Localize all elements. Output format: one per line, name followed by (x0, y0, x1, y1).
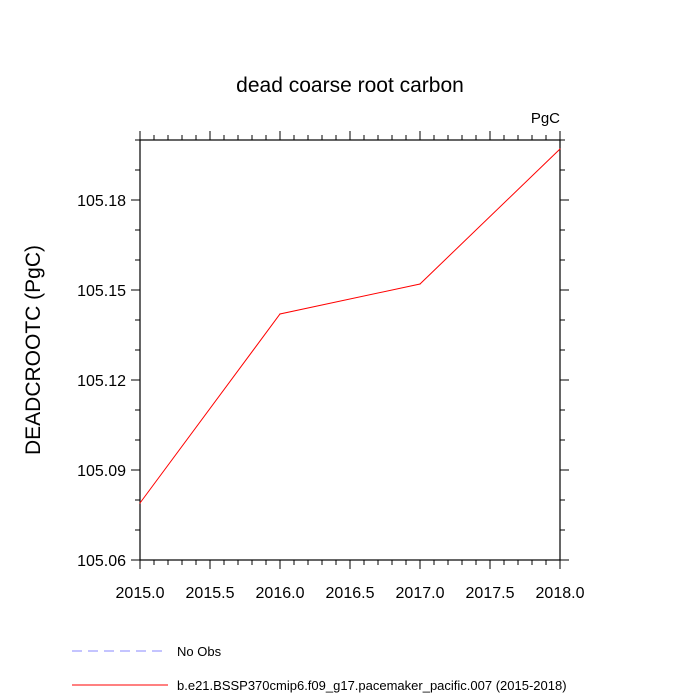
x-tick-label: 2015.0 (116, 585, 165, 602)
x-tick-label: 2015.5 (186, 585, 235, 602)
x-tick-label: 2017.5 (466, 585, 515, 602)
y-tick-label: 105.09 (77, 463, 126, 480)
series-point (419, 283, 421, 285)
x-tick-label: 2016.0 (256, 585, 305, 602)
series-layer (139, 148, 561, 504)
series-point (559, 148, 561, 150)
y-tick-label: 105.06 (77, 553, 126, 570)
series-point (279, 313, 281, 315)
x-tick-label: 2016.5 (326, 585, 375, 602)
chart-title: dead coarse root carbon (236, 74, 464, 97)
x-tick-label: 2017.0 (396, 585, 445, 602)
legend: No Obs b.e21.BSSP370cmip6.f09_g17.pacemak… (72, 644, 567, 693)
plot-frame (139, 139, 561, 561)
y-axis-label: DEADCROOTC (PgC) (22, 245, 45, 455)
x-axis-ticks: 2015.0 2015.5 2016.0 2016.5 2017.0 2017.5 2018… (116, 131, 585, 602)
units-label: PgC (531, 110, 560, 127)
legend-label: b.e21.BSSP370cmip6.f09_g17.pacemaker_pac… (177, 678, 567, 693)
y-tick-label: 105.12 (77, 373, 126, 390)
series-line (139, 148, 561, 504)
series-point (139, 502, 141, 504)
y-axis-ticks: 105.06 105.09 105.12 105.15 105.18 (77, 139, 569, 570)
legend-label: No Obs (177, 644, 222, 659)
y-tick-label: 105.15 (77, 283, 126, 300)
x-tick-label: 2018.0 (536, 585, 585, 602)
y-tick-label: 105.18 (77, 193, 126, 210)
